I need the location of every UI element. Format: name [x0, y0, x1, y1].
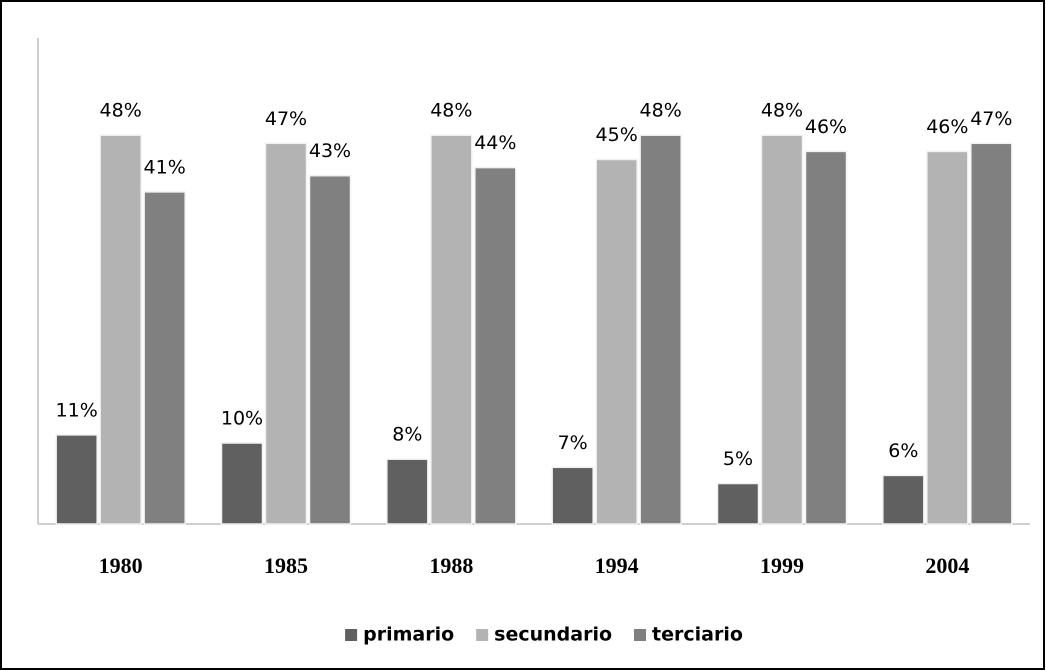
bar	[99, 134, 142, 525]
data-label: 44%	[474, 132, 516, 154]
bar	[595, 158, 638, 525]
bar	[716, 482, 760, 525]
bar	[970, 142, 1013, 525]
legend-swatch	[634, 629, 647, 641]
data-label: 48%	[430, 100, 472, 122]
bar	[474, 166, 517, 525]
x-tick-label: 1980	[99, 553, 143, 578]
legend-swatch	[345, 629, 358, 641]
legend-label: primario	[363, 624, 454, 646]
bar	[264, 142, 308, 525]
data-label: 41%	[144, 156, 186, 178]
x-tick-label: 2004	[925, 553, 969, 578]
data-label: 46%	[926, 116, 968, 138]
data-label: 6%	[888, 440, 918, 462]
data-label: 45%	[596, 124, 638, 146]
x-tick-label: 1994	[595, 553, 639, 578]
legend-label: secundario	[494, 624, 612, 646]
bar	[143, 191, 186, 525]
x-tick-label: 1985	[264, 553, 308, 578]
data-label: 5%	[723, 448, 753, 470]
bar	[551, 466, 594, 525]
bar	[430, 134, 473, 525]
bar	[882, 474, 925, 525]
data-label: 48%	[100, 100, 142, 122]
legend-swatch	[476, 629, 489, 641]
data-label: 8%	[392, 424, 422, 446]
data-label: 48%	[761, 100, 803, 122]
data-label: 11%	[56, 399, 98, 421]
x-tick-label: 1988	[429, 553, 473, 578]
x-tick-label: 1999	[760, 553, 804, 578]
data-label: 47%	[265, 108, 307, 130]
bar	[639, 134, 682, 525]
bar	[386, 458, 429, 525]
bar	[760, 134, 804, 525]
bar	[55, 434, 98, 525]
bar	[804, 150, 848, 525]
bar	[308, 174, 352, 525]
data-label: 48%	[640, 100, 682, 122]
data-label: 7%	[558, 432, 588, 454]
data-label: 10%	[221, 408, 263, 430]
data-label: 46%	[805, 116, 847, 138]
bar	[926, 150, 969, 525]
legend-label: terciario	[652, 624, 743, 646]
data-label: 47%	[970, 108, 1012, 130]
data-label: 43%	[309, 140, 351, 162]
bar	[220, 442, 264, 525]
